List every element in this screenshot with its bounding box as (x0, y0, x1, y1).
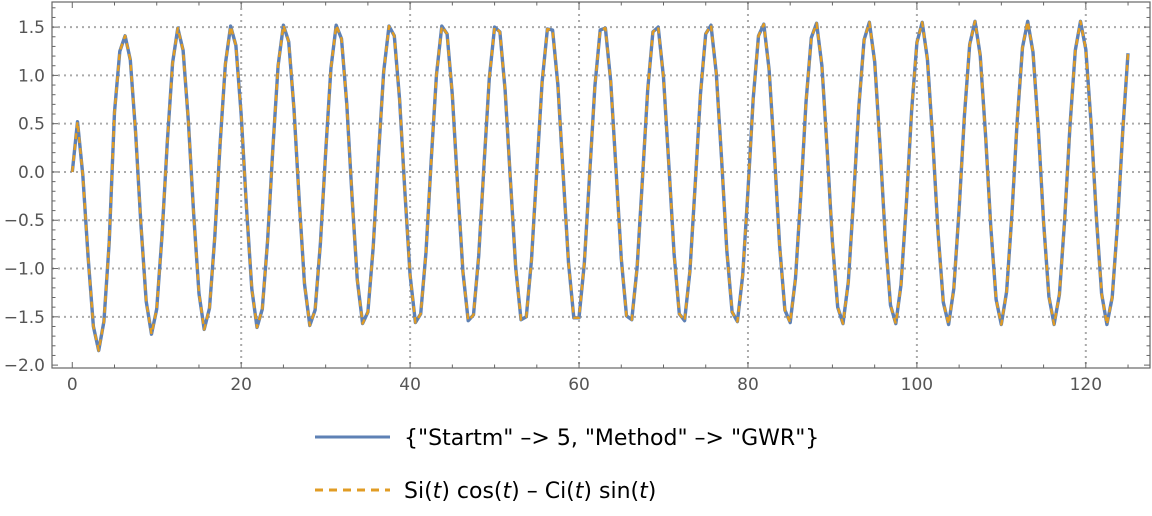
legend-label: {"Startm" –> 5, "Method" –> "GWR"} (404, 426, 819, 451)
y-tick-label: 0.5 (18, 115, 45, 135)
y-tick-label: −1.0 (4, 260, 45, 280)
y-tick-label: 0.0 (18, 163, 45, 183)
x-tick-label: 120 (1070, 375, 1102, 395)
x-tick-label: 80 (737, 375, 759, 395)
y-tick-label: 1.5 (18, 18, 45, 38)
y-tick-label: −0.5 (4, 211, 45, 231)
x-tick-label: 60 (568, 375, 590, 395)
x-tick-label: 40 (399, 375, 421, 395)
series-line-gwr (70, 19, 1130, 353)
y-tick-label: 1.0 (18, 66, 45, 86)
plot-frame (51, 1, 1151, 369)
y-tick-label: −2.0 (4, 356, 45, 376)
legend-item-gwr: {"Startm" –> 5, "Method" –> "GWR"} (315, 426, 819, 451)
y-tick-label: −1.5 (4, 308, 45, 328)
series-line-exact (71, 20, 1130, 352)
x-tick-label: 20 (230, 375, 252, 395)
series-group (70, 19, 1130, 353)
legend-item-exact: Si(t) cos(t) – Ci(t) sin(t) (315, 479, 656, 504)
x-tick-label: 100 (901, 375, 933, 395)
x-tick-label: 0 (67, 375, 78, 395)
legend-label: Si(t) cos(t) – Ci(t) sin(t) (404, 479, 656, 504)
tick-labels: 0 20 40 60 80 100 120 1.5 1.0 0.5 0.0 −0.5 −1.0 −1.5 −… (4, 18, 1102, 395)
legend: {"Startm" –> 5, "Method" –> "GWR"} Si(t)… (315, 426, 819, 504)
